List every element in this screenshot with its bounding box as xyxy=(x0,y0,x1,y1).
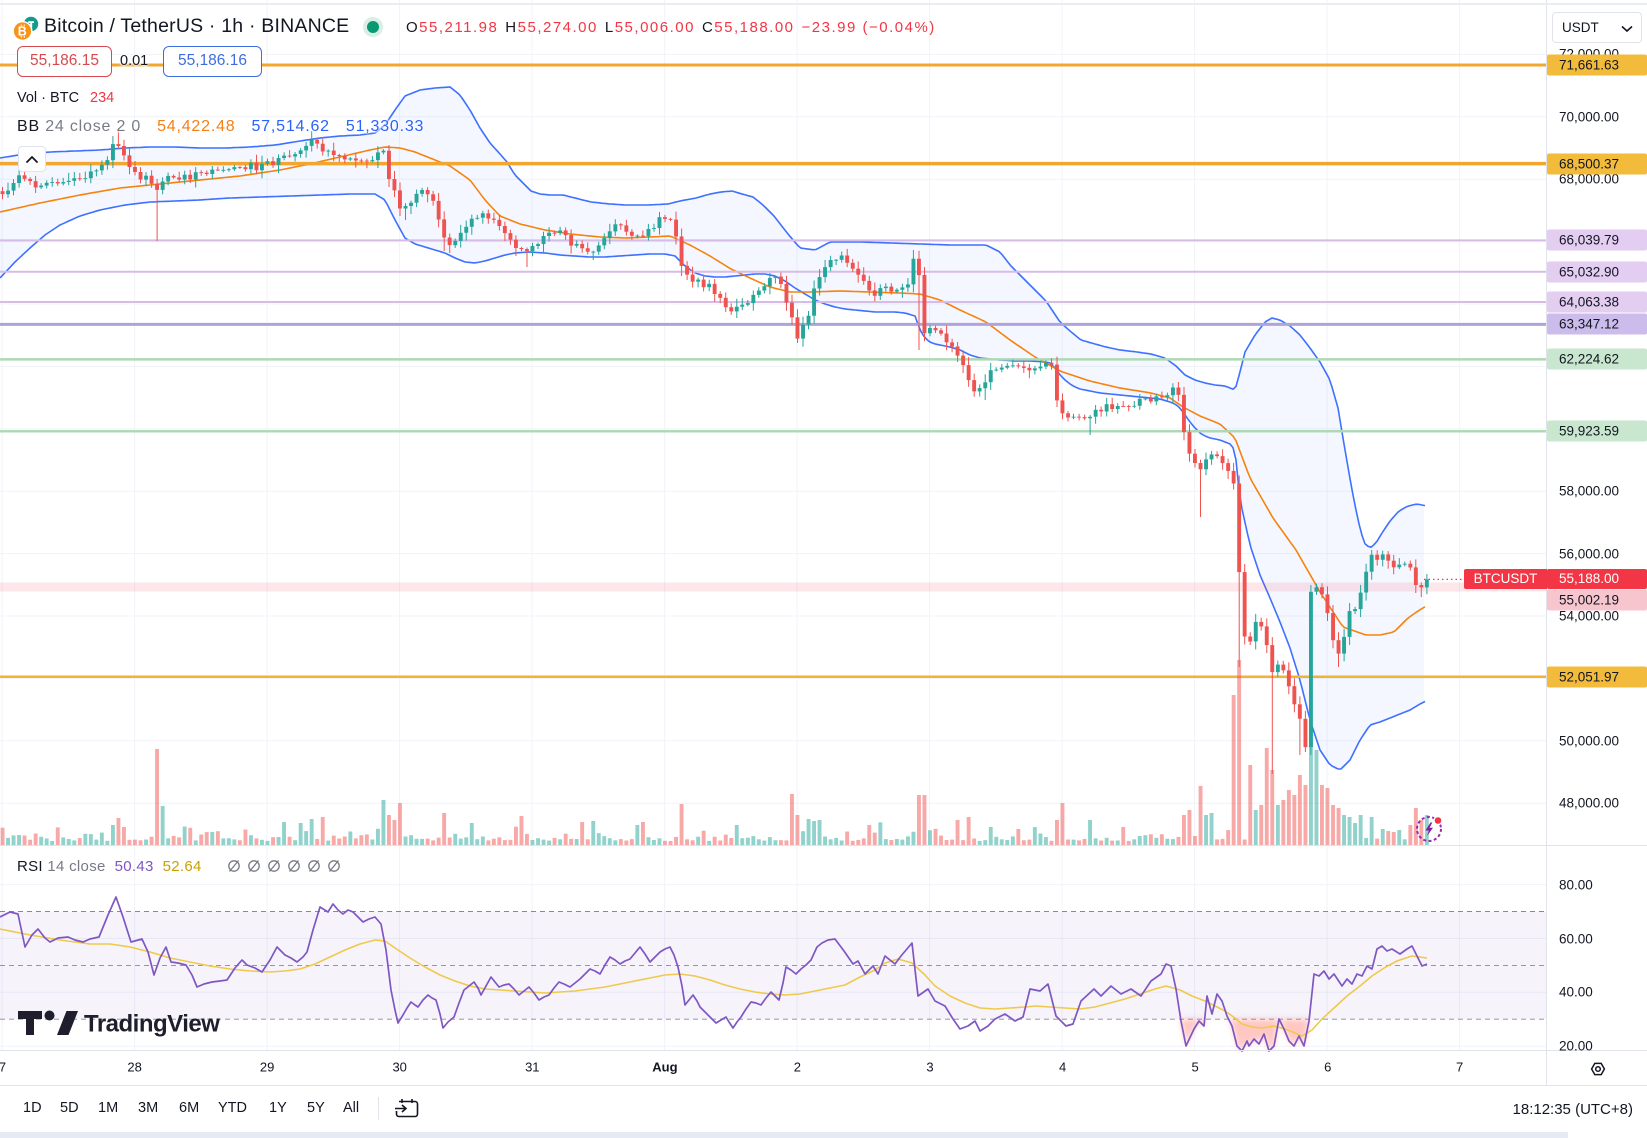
svg-text:Aug: Aug xyxy=(652,1060,677,1075)
svg-text:7: 7 xyxy=(0,1060,6,1075)
svg-text:5: 5 xyxy=(1191,1060,1198,1075)
svg-text:B: B xyxy=(18,25,27,39)
svg-text:31: 31 xyxy=(525,1060,539,1075)
svg-text:30: 30 xyxy=(392,1060,406,1075)
svg-text:7: 7 xyxy=(1456,1060,1463,1075)
svg-text:2: 2 xyxy=(794,1060,801,1075)
svg-text:TradingView: TradingView xyxy=(84,1011,220,1038)
svg-text:4: 4 xyxy=(1059,1060,1066,1075)
svg-text:3: 3 xyxy=(926,1060,933,1075)
svg-text:28: 28 xyxy=(127,1060,141,1075)
svg-text:6: 6 xyxy=(1324,1060,1331,1075)
svg-text:29: 29 xyxy=(260,1060,274,1075)
